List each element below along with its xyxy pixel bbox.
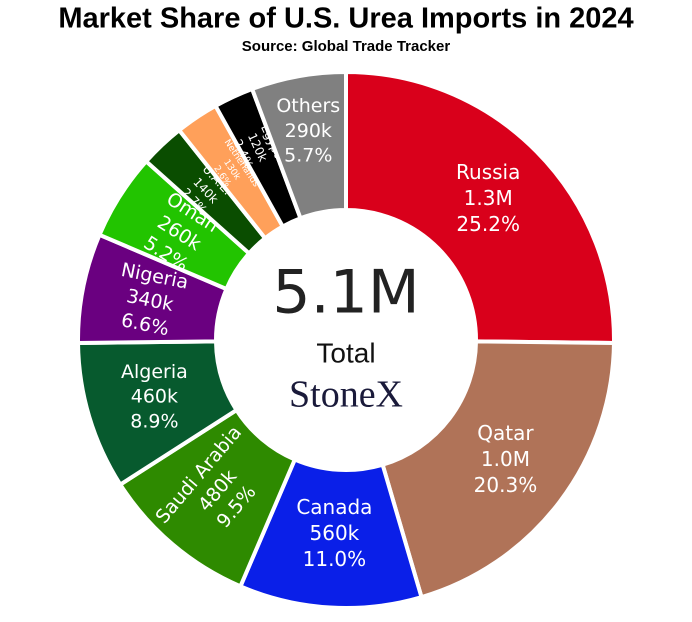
- amount-label: 460k: [131, 386, 178, 408]
- value-label: 25.2%: [456, 212, 520, 236]
- slice: [344, 69, 616, 345]
- center-label: Total: [316, 337, 375, 368]
- slice-label: Others 290k 5.7%: [276, 95, 340, 166]
- category-label: Qatar: [477, 421, 534, 445]
- amount-label: 1.3M: [464, 186, 513, 210]
- value-label: 5.7%: [284, 145, 332, 167]
- slice: [249, 69, 348, 221]
- value-label: 11.0%: [303, 547, 367, 571]
- amount-label: 560k: [309, 521, 359, 545]
- chart-title: Market Share of U.S. Urea Imports in 202…: [58, 3, 633, 35]
- chart-subtitle: Source: Global Trade Tracker: [242, 38, 451, 55]
- value-label: 20.3%: [474, 473, 538, 497]
- logo: StoneX: [289, 374, 403, 416]
- category-label: Algeria: [121, 361, 188, 383]
- center-value: 5.1M: [272, 258, 419, 328]
- category-label: Canada: [296, 495, 372, 519]
- value-label: 8.9%: [130, 410, 178, 432]
- amount-label: 290k: [285, 120, 332, 142]
- category-label: Russia: [456, 160, 520, 184]
- slice: [380, 339, 617, 600]
- amount-label: 1.0M: [481, 447, 530, 471]
- donut: Russia1.3M25.2%Qatar1.0M20.3%Canada560k1…: [75, 69, 617, 610]
- category-label: Others: [276, 95, 340, 117]
